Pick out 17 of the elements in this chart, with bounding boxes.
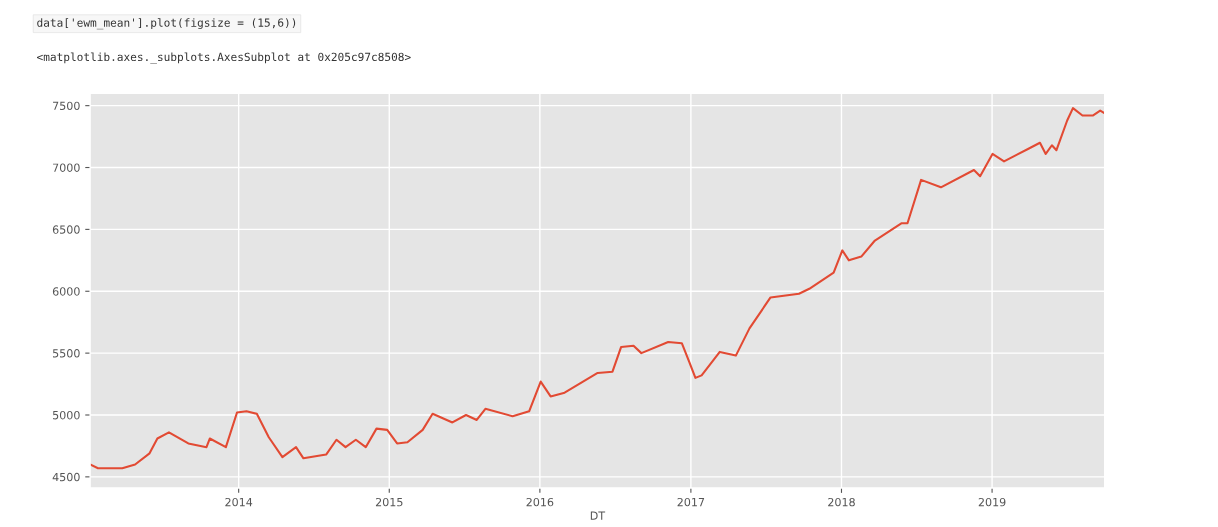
y-tick-label: 6500 <box>52 225 80 234</box>
x-tick-label: 2019 <box>978 497 1006 507</box>
y-tick-label: 6000 <box>52 287 80 296</box>
x-tick-label: 2018 <box>828 497 855 507</box>
x-axis-title: DT <box>590 511 606 520</box>
y-tick-label: 7000 <box>53 163 80 172</box>
x-tick-label: 2016 <box>526 497 554 507</box>
x-tick-label: 2015 <box>375 497 403 507</box>
x-tick-label: 2017 <box>677 497 705 507</box>
x-tick-label: 2014 <box>225 497 253 507</box>
y-tick-label: 5000 <box>52 410 80 420</box>
line-series <box>90 107 1105 470</box>
text: data['ewm_mean'].plot(figsize = (15,6)) <box>37 18 296 30</box>
y-tick-label: 7500 <box>53 101 80 111</box>
y-tick-label: 4500 <box>52 472 80 482</box>
y-tick-label: 5500 <box>52 349 80 358</box>
text: <matplotlib.axes._subplots.AxesSubplot at 0x205c97c8508> <box>37 52 411 64</box>
